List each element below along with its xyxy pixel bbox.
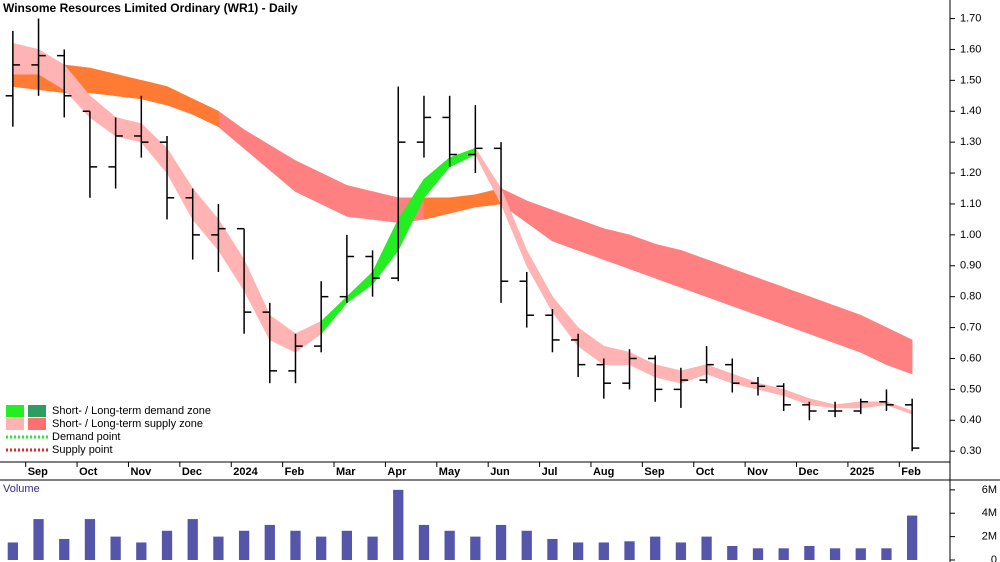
x-tick-label: Dec [799,466,819,478]
volume-bar [881,548,892,560]
legend-swatch [28,418,46,430]
volume-bar [598,542,609,560]
y-tick-label: 1.70 [960,12,981,24]
legend-label: Short- / Long-term demand zone [52,405,211,417]
y-tick-label: 1.00 [960,229,981,241]
x-tick-label: Oct [79,466,98,478]
volume-bar [470,536,481,560]
y-tick-label: 1.20 [960,167,981,179]
volume-bar [624,541,635,560]
x-tick-label: Jun [490,466,510,478]
volume-bar [136,542,147,560]
y-tick-label: 1.40 [960,105,981,117]
volume-bar [778,548,789,560]
volume-bar [238,530,250,560]
volume-label: Volume [3,483,40,495]
volume-bar [161,530,173,560]
volume-bar [316,536,327,560]
x-tick-label: Feb [901,466,921,478]
y-tick-label: 1.30 [960,136,981,148]
x-tick-label: Feb [285,466,305,478]
volume-bar [727,545,738,560]
x-tick-label: Nov [747,466,769,478]
x-tick-label: Oct [696,466,715,478]
x-tick-label: Jul [542,466,558,478]
volume-bar [213,536,224,560]
y-tick-label: 1.10 [960,198,981,210]
x-tick-label: Dec [182,466,202,478]
x-tick-label: 2024 [233,466,258,478]
volume-bar [572,542,584,560]
volume-bar [907,515,918,560]
x-tick-label: Apr [387,466,407,478]
legend-swatch [28,405,46,417]
volume-bar [521,530,532,560]
x-tick-label: Nov [130,466,152,478]
volume-bar [84,519,96,560]
y-tick-label: 0.80 [960,291,981,303]
legend-label: Supply point [52,444,113,456]
volume-tick-label: 6M [982,484,997,496]
y-tick-label: 0.70 [960,321,981,333]
volume-bar [701,536,712,560]
legend-swatch [6,418,24,430]
chart-title: Winsome Resources Limited Ordinary (WR1)… [3,1,298,15]
volume-bar [290,530,301,560]
volume-tick-label: 2M [982,531,997,543]
volume-bar [187,519,198,560]
volume-bar [393,489,404,560]
volume-bar [33,519,44,560]
volume-bar [264,524,275,560]
volume-bar [855,548,866,560]
volume-tick-label: 0 [991,554,997,562]
axes: 0.30 0.40 0.50 0.60 0.70 0.80 0.90 1.00 1.10 1.20… [7,12,997,562]
y-tick-label: 0.40 [960,414,981,426]
volume-bar [547,538,558,560]
y-tick-label: 1.50 [960,74,981,86]
volume-bar [418,524,430,560]
y-tick-label: 0.90 [960,260,981,272]
zone-band [346,185,373,220]
legend-swatch [6,405,24,417]
x-tick-label: Mar [336,466,356,478]
volume-bar [495,524,507,560]
x-tick-label: May [439,466,461,478]
volume-tick-label: 4M [982,507,997,519]
legend-label: Demand point [52,431,121,443]
price-bars [5,18,920,452]
volume-bar [804,545,815,560]
volume-bar [7,542,18,560]
zone-band [886,327,913,375]
bands [12,42,913,415]
volume-bar [829,548,841,560]
zone-band [192,98,219,128]
x-tick-label: 2025 [850,466,874,478]
title-bg [0,1,258,17]
x-tick-label: Aug [593,466,614,478]
volume-bar [675,542,687,560]
y-tick-label: 0.60 [960,352,981,364]
volume-bar [110,536,121,560]
volume-bar [752,548,764,560]
y-tick-label: 0.30 [960,445,981,457]
volume-bar [367,536,378,560]
volume-bar [444,530,455,560]
volume-bar [59,538,70,560]
volume-bar [650,536,661,560]
volume-bar [341,530,353,560]
x-tick-label: Sep [28,466,48,478]
legend-label: Short- / Long-term supply zone [52,418,203,430]
x-tick-label: Sep [644,466,664,478]
y-tick-label: 1.60 [960,43,981,55]
y-tick-label: 0.50 [960,383,981,395]
